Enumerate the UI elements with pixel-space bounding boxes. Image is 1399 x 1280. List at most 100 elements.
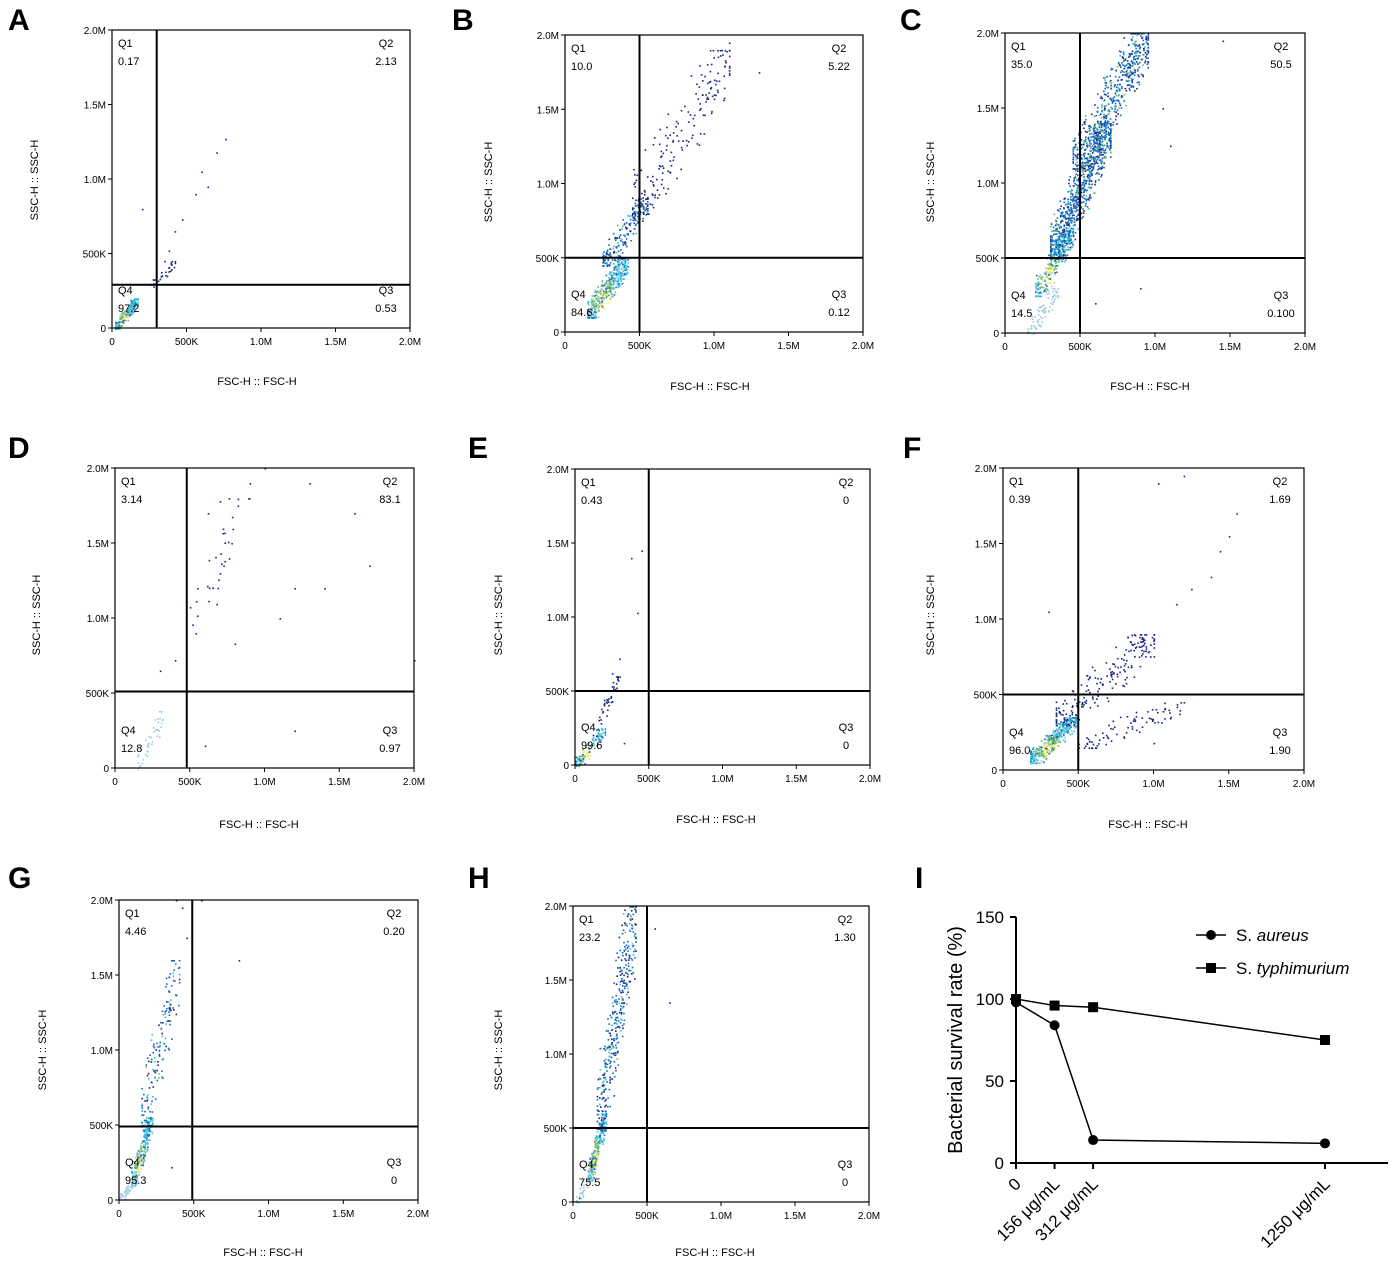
event-dot	[1090, 156, 1093, 159]
event-dot	[125, 316, 127, 318]
event-dot	[136, 299, 138, 301]
event-dot	[1088, 208, 1090, 210]
event-dot	[1132, 63, 1134, 66]
event-dot	[1113, 110, 1116, 113]
event-dot	[132, 301, 134, 303]
event-dot	[1134, 63, 1137, 65]
event-dot	[1052, 226, 1055, 229]
event-dot	[1057, 294, 1059, 297]
quadrant-name-q3: Q3	[832, 289, 847, 301]
event-dot	[1121, 62, 1123, 64]
event-dot	[1065, 240, 1067, 242]
event-dot	[1132, 644, 1134, 646]
event-dot	[600, 1093, 603, 1095]
x-tick-label: 2.0M	[403, 777, 425, 788]
event-dot	[1102, 117, 1105, 120]
event-dot	[1046, 285, 1048, 288]
event-dot	[661, 172, 664, 174]
event-dot	[622, 270, 625, 272]
event-dot	[1042, 754, 1044, 757]
event-dot	[575, 756, 578, 759]
event-dot	[146, 1129, 148, 1131]
event-dot	[144, 1140, 146, 1142]
event-dot	[1124, 59, 1126, 62]
event-dot	[1105, 734, 1108, 737]
x-tick-label: 1.0M	[703, 341, 725, 352]
event-dot	[1054, 233, 1057, 235]
event-dot	[603, 1134, 606, 1136]
event-dot	[1089, 125, 1091, 127]
event-dot	[133, 1180, 136, 1183]
event-dot	[1153, 656, 1156, 658]
event-dot	[1061, 728, 1064, 731]
event-dot	[141, 1164, 144, 1166]
event-dot	[596, 1150, 599, 1153]
event-dot	[132, 311, 134, 314]
event-dot	[1035, 291, 1037, 293]
event-dot	[1153, 643, 1156, 645]
event-dot	[1131, 634, 1133, 637]
event-dot	[1096, 127, 1098, 130]
event-dot	[629, 218, 632, 221]
event-dot	[128, 304, 130, 307]
event-dot	[1083, 704, 1085, 706]
y-tick-label: 1.0M	[87, 614, 109, 625]
event-dot	[1146, 42, 1149, 45]
event-dot	[606, 702, 609, 704]
event-dot	[1145, 646, 1148, 648]
event-dot	[594, 311, 596, 313]
event-dot	[619, 229, 621, 231]
event-dot	[1093, 130, 1095, 132]
x-tick-label: 500K	[637, 774, 661, 785]
event-dot	[1052, 288, 1054, 290]
event-dot	[1087, 161, 1090, 163]
event-dots	[587, 42, 761, 319]
event-dot	[134, 1166, 136, 1169]
event-dot	[1088, 179, 1091, 182]
event-dot	[166, 1000, 168, 1003]
event-dot	[620, 240, 622, 242]
event-dot	[699, 133, 702, 135]
event-dot	[146, 1134, 149, 1137]
event-dot	[685, 139, 688, 142]
event-dot	[600, 1133, 602, 1135]
event-dot	[121, 315, 124, 318]
event-dot	[599, 1134, 602, 1136]
event-dot	[1058, 707, 1060, 710]
event-dot	[126, 1191, 129, 1194]
event-dot	[1057, 731, 1059, 733]
quadrant-value-q4: 97.2	[118, 303, 139, 315]
event-dot	[1066, 724, 1068, 727]
event-dot	[595, 729, 598, 731]
event-dot	[1042, 757, 1045, 759]
event-dot	[1139, 634, 1142, 636]
event-dot	[1115, 70, 1117, 72]
event-dot	[1099, 148, 1101, 151]
event-dot	[680, 129, 683, 132]
event-dot	[1101, 109, 1103, 112]
event-dot	[1075, 725, 1077, 727]
event-dot	[119, 327, 121, 330]
event-dot	[143, 1093, 145, 1096]
event-dot	[168, 976, 171, 979]
event-dot	[1094, 145, 1096, 147]
event-dot	[1034, 316, 1036, 318]
event-dot	[1040, 282, 1043, 285]
event-dot	[595, 294, 598, 296]
event-dot	[603, 292, 606, 294]
event-dot	[1063, 245, 1066, 248]
event-dot	[147, 1094, 149, 1096]
quadrant-value-q2: 0	[843, 495, 849, 507]
event-dot	[1111, 673, 1113, 676]
event-dot	[1099, 681, 1102, 684]
event-dot	[579, 761, 582, 763]
event-dot	[1067, 248, 1069, 251]
event-dot	[1089, 133, 1091, 135]
event-dot	[629, 230, 632, 232]
event-dot	[1123, 654, 1126, 656]
event-dot	[586, 755, 589, 758]
event-dot	[595, 1136, 597, 1139]
event-dot	[605, 1121, 607, 1124]
event-dot	[717, 56, 720, 59]
event-dot	[621, 972, 623, 975]
